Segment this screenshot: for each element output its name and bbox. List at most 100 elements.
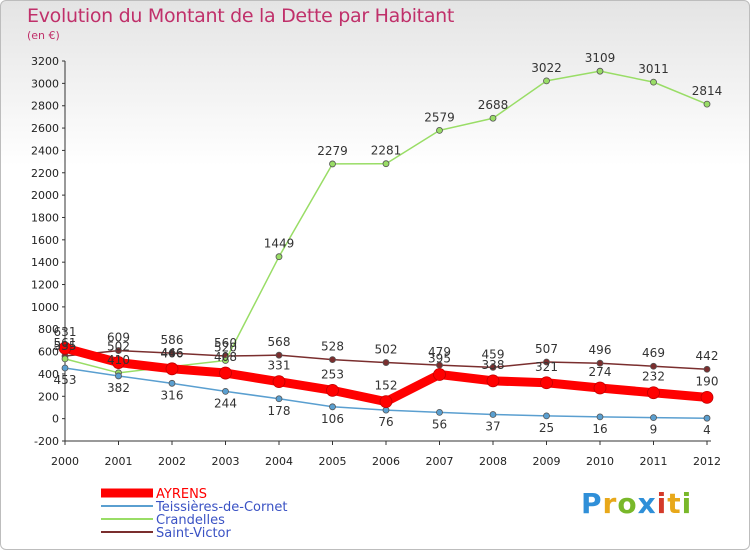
data-label-Crandelles: 410 [107,353,130,367]
data-point-Teissières-de-Cornet [329,403,336,411]
x-tick-label: 2001 [105,455,133,468]
data-point-Teissières-de-Cornet [222,387,229,395]
proxiti-logo: Proxiti [581,487,692,520]
y-tick-label: 2600 [31,122,59,135]
y-tick-label: 800 [38,323,59,336]
data-label-Crandelles: 535 [54,339,77,353]
legend-label-Teissières-de-Cornet: Teissières-de-Cornet [155,500,287,515]
data-label-Teissières-de-Cornet: 382 [107,381,130,395]
data-label-Teissières-de-Cornet: 453 [54,373,77,387]
y-tick-label: 1400 [31,256,59,269]
data-label-AYRENS: 152 [375,379,398,393]
data-label-Teissières-de-Cornet: 178 [268,404,291,418]
data-point-Crandelles [329,160,336,168]
data-label-Crandelles: 3109 [585,51,616,65]
data-label-Saint-Victor: 479 [428,345,451,359]
data-point-Crandelles [436,127,443,134]
data-point-AYRENS [593,381,607,395]
data-label-AYRENS: 331 [268,359,291,373]
data-point-Saint-Victor [382,359,390,366]
data-point-AYRENS [165,362,179,376]
data-label-Crandelles: 3011 [638,62,669,76]
x-tick-label: 2006 [372,455,400,468]
data-point-AYRENS [112,356,125,369]
y-tick-label: 1000 [31,301,59,314]
x-tick-label: 2008 [479,455,507,468]
x-tick-label: 2005 [319,455,347,468]
data-label-Teissières-de-Cornet: 56 [432,417,447,431]
data-point-Saint-Victor [596,359,604,367]
y-tick-label: 0 [52,413,59,426]
y-tick-label: 3000 [31,77,59,90]
y-tick-label: 3200 [31,55,59,68]
data-label-Teissières-de-Cornet: 106 [321,412,344,426]
data-label-Saint-Victor: 528 [321,340,344,354]
chart-subtitle: (en €) [27,29,60,42]
y-tick-label: 1600 [31,234,59,247]
data-label-Saint-Victor: 609 [107,331,130,345]
data-label-Saint-Victor: 496 [589,343,612,357]
data-point-AYRENS [379,395,393,409]
data-label-Teissières-de-Cornet: 9 [650,423,658,437]
data-point-Saint-Victor [168,349,176,357]
data-label-Crandelles: 2579 [424,110,455,124]
y-tick-label: 400 [38,368,59,381]
x-tick-label: 2012 [693,455,721,468]
chart-title: Evolution du Montant de la Dette par Hab… [27,5,455,27]
data-point-AYRENS [540,376,553,390]
data-point-Crandelles [275,253,283,261]
logo-letter: i [681,487,693,520]
y-tick-label: 2800 [31,100,59,113]
data-label-Teissières-de-Cornet: 4 [703,423,711,437]
data-point-Teissières-de-Cornet [168,379,176,387]
logo-letter: o [617,487,638,520]
y-tick-label: 1200 [31,279,59,292]
data-label-Saint-Victor: 507 [535,342,558,356]
data-label-Crandelles: 2281 [371,144,402,158]
data-label-AYRENS: 232 [642,370,665,384]
y-tick-label: 2200 [31,167,59,180]
data-point-Crandelles [596,67,604,75]
x-tick-label: 2010 [586,455,614,468]
data-label-AYRENS: 190 [696,374,719,388]
data-point-Crandelles [489,114,497,122]
data-point-Saint-Victor [703,365,711,373]
data-label-Saint-Victor: 568 [268,335,291,349]
data-point-AYRENS [486,374,500,388]
y-tick-label: 2000 [31,189,59,202]
legend-label-AYRENS: AYRENS [156,487,207,502]
series-line-Crandelles [64,70,708,374]
data-point-Teissières-de-Cornet [543,412,550,420]
data-point-Saint-Victor [543,358,550,366]
logo-letter: r [602,487,618,520]
data-point-AYRENS [219,366,232,380]
data-label-Crandelles: 520 [214,341,237,355]
data-label-Teissières-de-Cornet: 316 [161,388,184,402]
data-point-Crandelles [61,355,69,363]
data-label-AYRENS: 395 [428,352,451,366]
data-label-AYRENS: 408 [214,350,237,364]
legend-label-Saint-Victor: Saint-Victor [156,526,232,541]
x-tick-label: 2003 [212,455,240,468]
data-label-Saint-Victor: 561 [54,336,77,350]
legend-label-Crandelles: Crandelles [156,513,225,528]
data-label-Teissières-de-Cornet: 25 [539,421,554,435]
data-point-Teissières-de-Cornet [489,411,497,418]
data-label-Crandelles: 2688 [478,98,509,112]
data-label-Teissières-de-Cornet: 244 [214,396,237,410]
x-tick-label: 2009 [533,455,561,468]
data-label-Crandelles: 3022 [531,61,562,75]
logo-letter: t [667,487,682,520]
logo-letter: P [581,487,603,520]
data-point-Saint-Victor [329,356,336,364]
data-label-Saint-Victor: 459 [482,347,505,361]
data-point-Teissières-de-Cornet [61,364,69,372]
data-point-Saint-Victor [650,362,657,370]
data-point-AYRENS [647,386,660,400]
data-point-Crandelles [222,357,229,364]
data-label-Crandelles: 466 [161,347,184,361]
data-point-Teissières-de-Cornet [436,408,443,416]
data-label-Saint-Victor: 469 [642,346,665,360]
x-tick-label: 2004 [265,455,293,468]
